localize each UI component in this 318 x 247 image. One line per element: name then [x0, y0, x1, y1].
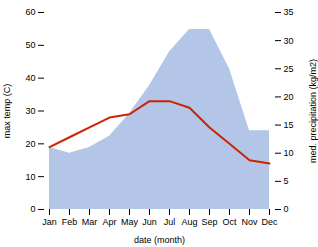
svg-text:med. precipitation (kg/m2): med. precipitation (kg/m2) [308, 59, 318, 163]
svg-text:60: 60 [25, 7, 35, 17]
svg-text:Feb: Feb [62, 217, 78, 227]
svg-text:Nov: Nov [241, 217, 258, 227]
svg-text:May: May [121, 217, 139, 227]
svg-text:Jan: Jan [42, 217, 57, 227]
svg-text:10: 10 [25, 172, 35, 182]
svg-text:25: 25 [284, 64, 294, 74]
svg-text:15: 15 [284, 120, 294, 130]
svg-text:20: 20 [25, 139, 35, 149]
svg-text:Aug: Aug [181, 217, 197, 227]
svg-text:10: 10 [284, 148, 294, 158]
svg-text:Oct: Oct [222, 217, 237, 227]
svg-text:35: 35 [284, 7, 294, 17]
svg-text:50: 50 [25, 40, 35, 50]
svg-text:Sep: Sep [201, 217, 217, 227]
svg-text:Jun: Jun [142, 217, 157, 227]
svg-text:Jul: Jul [164, 217, 176, 227]
svg-text:20: 20 [284, 92, 294, 102]
svg-text:30: 30 [284, 36, 294, 46]
svg-text:5: 5 [284, 176, 289, 186]
svg-text:Dec: Dec [261, 217, 278, 227]
svg-text:0: 0 [284, 204, 289, 214]
svg-text:40: 40 [25, 73, 35, 83]
svg-text:0: 0 [30, 204, 35, 214]
svg-text:date (month): date (month) [134, 235, 185, 245]
svg-text:max temp (C): max temp (C) [2, 84, 12, 139]
svg-text:Mar: Mar [82, 217, 98, 227]
svg-text:30: 30 [25, 106, 35, 116]
svg-text:Apr: Apr [102, 217, 116, 227]
